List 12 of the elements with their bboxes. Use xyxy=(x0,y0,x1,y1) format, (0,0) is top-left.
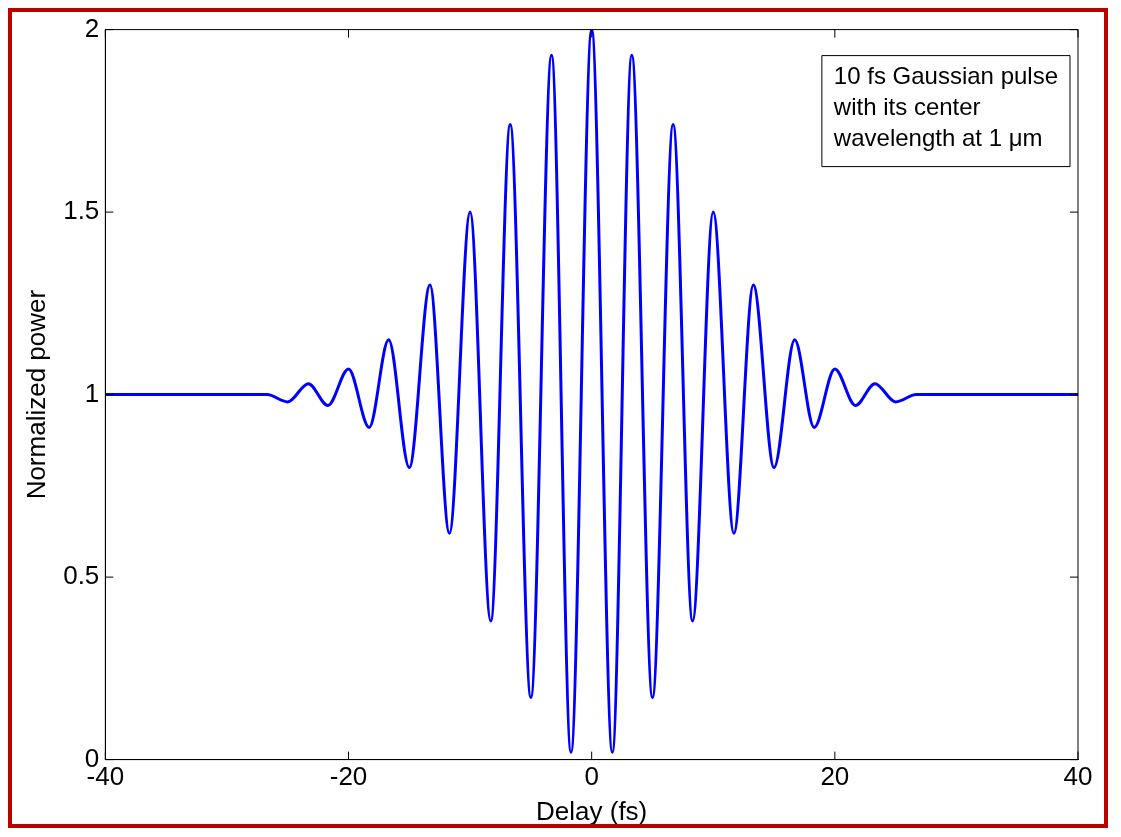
x-axis-title: Delay (fs) xyxy=(536,795,648,826)
x-tick-label: 20 xyxy=(820,761,850,792)
y-tick-label: 2 xyxy=(84,12,100,43)
annotation: 10 fs Gaussian pulse with its center wavelength at 1 μm xyxy=(832,62,1059,152)
y-tick-label: 0.5 xyxy=(63,560,100,591)
x-tick-label: 0 xyxy=(584,761,599,792)
y-axis-title: Normalized power xyxy=(20,289,51,500)
y-tick-label: 1.5 xyxy=(63,195,100,226)
line-series xyxy=(105,29,1078,754)
x-tick-label: -20 xyxy=(329,761,368,792)
x-tick-label: 40 xyxy=(1063,761,1093,792)
y-tick-label: 1 xyxy=(84,377,100,408)
